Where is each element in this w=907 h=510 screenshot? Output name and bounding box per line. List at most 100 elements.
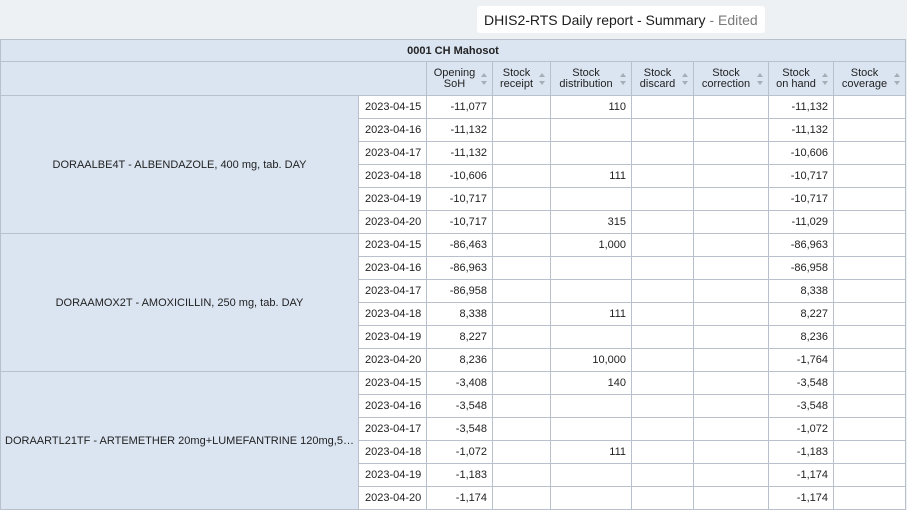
sort-icon[interactable] <box>894 72 901 85</box>
discard-cell[interactable] <box>631 440 694 464</box>
opening-cell[interactable]: -1,072 <box>426 440 493 464</box>
column-header[interactable]: Opening SoH <box>426 61 493 96</box>
sort-icon[interactable] <box>481 72 488 85</box>
coverage-cell[interactable] <box>832 233 907 257</box>
coverage-cell[interactable] <box>832 463 907 487</box>
on-hand-cell[interactable]: -11,132 <box>768 95 834 119</box>
opening-cell[interactable]: 8,227 <box>426 325 493 349</box>
correction-cell[interactable] <box>693 118 769 142</box>
coverage-cell[interactable] <box>832 394 907 418</box>
distribution-cell[interactable] <box>550 325 632 349</box>
opening-cell[interactable]: 8,338 <box>426 302 493 326</box>
correction-cell[interactable] <box>693 210 769 234</box>
correction-cell[interactable] <box>693 279 769 303</box>
opening-cell[interactable]: -1,183 <box>426 463 493 487</box>
correction-cell[interactable] <box>693 486 769 510</box>
discard-cell[interactable] <box>631 486 694 510</box>
correction-cell[interactable] <box>693 302 769 326</box>
opening-cell[interactable]: -86,958 <box>426 279 493 303</box>
discard-cell[interactable] <box>631 302 694 326</box>
pivot-table-container[interactable]: 0001 CH Mahosot Opening SoH Stock receipt St… <box>0 39 907 510</box>
receipt-cell[interactable] <box>492 371 551 395</box>
correction-cell[interactable] <box>693 417 769 441</box>
opening-cell[interactable]: 8,236 <box>426 348 493 372</box>
on-hand-cell[interactable]: -1,174 <box>768 486 834 510</box>
distribution-cell[interactable]: 315 <box>550 210 632 234</box>
on-hand-cell[interactable]: -10,717 <box>768 164 834 188</box>
distribution-cell[interactable] <box>550 141 632 165</box>
opening-cell[interactable]: -11,132 <box>426 141 493 165</box>
coverage-cell[interactable] <box>832 486 907 510</box>
on-hand-cell[interactable]: -10,606 <box>768 141 834 165</box>
receipt-cell[interactable] <box>492 463 551 487</box>
distribution-cell[interactable] <box>550 256 632 280</box>
on-hand-cell[interactable]: -11,029 <box>768 210 834 234</box>
correction-cell[interactable] <box>693 256 769 280</box>
sort-icon[interactable] <box>539 72 546 85</box>
on-hand-cell[interactable]: -1,183 <box>768 440 834 464</box>
distribution-cell[interactable]: 111 <box>550 302 632 326</box>
on-hand-cell[interactable]: -1,174 <box>768 463 834 487</box>
correction-cell[interactable] <box>693 233 769 257</box>
correction-cell[interactable] <box>693 463 769 487</box>
correction-cell[interactable] <box>693 371 769 395</box>
distribution-cell[interactable]: 1,000 <box>550 233 632 257</box>
on-hand-cell[interactable]: -1,764 <box>768 348 834 372</box>
distribution-cell[interactable] <box>550 279 632 303</box>
distribution-cell[interactable] <box>550 118 632 142</box>
coverage-cell[interactable] <box>832 440 907 464</box>
distribution-cell[interactable] <box>550 187 632 211</box>
distribution-cell[interactable]: 10,000 <box>550 348 632 372</box>
correction-cell[interactable] <box>693 164 769 188</box>
opening-cell[interactable]: -3,548 <box>426 394 493 418</box>
receipt-cell[interactable] <box>492 279 551 303</box>
receipt-cell[interactable] <box>492 95 551 119</box>
receipt-cell[interactable] <box>492 417 551 441</box>
distribution-cell[interactable]: 140 <box>550 371 632 395</box>
opening-cell[interactable]: -11,132 <box>426 118 493 142</box>
distribution-cell[interactable] <box>550 463 632 487</box>
sort-icon[interactable] <box>757 72 764 85</box>
coverage-cell[interactable] <box>832 95 907 119</box>
receipt-cell[interactable] <box>492 233 551 257</box>
receipt-cell[interactable] <box>492 440 551 464</box>
coverage-cell[interactable] <box>832 371 907 395</box>
coverage-cell[interactable] <box>832 210 907 234</box>
column-header[interactable]: Stock receipt <box>492 61 551 96</box>
discard-cell[interactable] <box>631 187 694 211</box>
discard-cell[interactable] <box>631 325 694 349</box>
opening-cell[interactable]: -10,717 <box>426 187 493 211</box>
on-hand-cell[interactable]: -86,963 <box>768 233 834 257</box>
coverage-cell[interactable] <box>832 187 907 211</box>
opening-cell[interactable]: -86,963 <box>426 256 493 280</box>
correction-cell[interactable] <box>693 348 769 372</box>
correction-cell[interactable] <box>693 325 769 349</box>
opening-cell[interactable]: -3,408 <box>426 371 493 395</box>
discard-cell[interactable] <box>631 95 694 119</box>
receipt-cell[interactable] <box>492 210 551 234</box>
on-hand-cell[interactable]: -3,548 <box>768 371 834 395</box>
on-hand-cell[interactable]: 8,236 <box>768 325 834 349</box>
receipt-cell[interactable] <box>492 141 551 165</box>
distribution-cell[interactable]: 111 <box>550 164 632 188</box>
coverage-cell[interactable] <box>832 302 907 326</box>
distribution-cell[interactable] <box>550 417 632 441</box>
distribution-cell[interactable]: 111 <box>550 440 632 464</box>
column-header[interactable]: Stock on hand <box>768 61 834 96</box>
discard-cell[interactable] <box>631 233 694 257</box>
opening-cell[interactable]: -10,606 <box>426 164 493 188</box>
discard-cell[interactable] <box>631 348 694 372</box>
column-header[interactable]: Stock correction <box>693 61 769 96</box>
coverage-cell[interactable] <box>832 118 907 142</box>
opening-cell[interactable]: -1,174 <box>426 486 493 510</box>
on-hand-cell[interactable]: -86,958 <box>768 256 834 280</box>
distribution-cell[interactable] <box>550 486 632 510</box>
discard-cell[interactable] <box>631 256 694 280</box>
on-hand-cell[interactable]: -11,132 <box>768 118 834 142</box>
opening-cell[interactable]: -11,077 <box>426 95 493 119</box>
correction-cell[interactable] <box>693 187 769 211</box>
discard-cell[interactable] <box>631 371 694 395</box>
sort-icon[interactable] <box>822 72 829 85</box>
discard-cell[interactable] <box>631 141 694 165</box>
receipt-cell[interactable] <box>492 325 551 349</box>
